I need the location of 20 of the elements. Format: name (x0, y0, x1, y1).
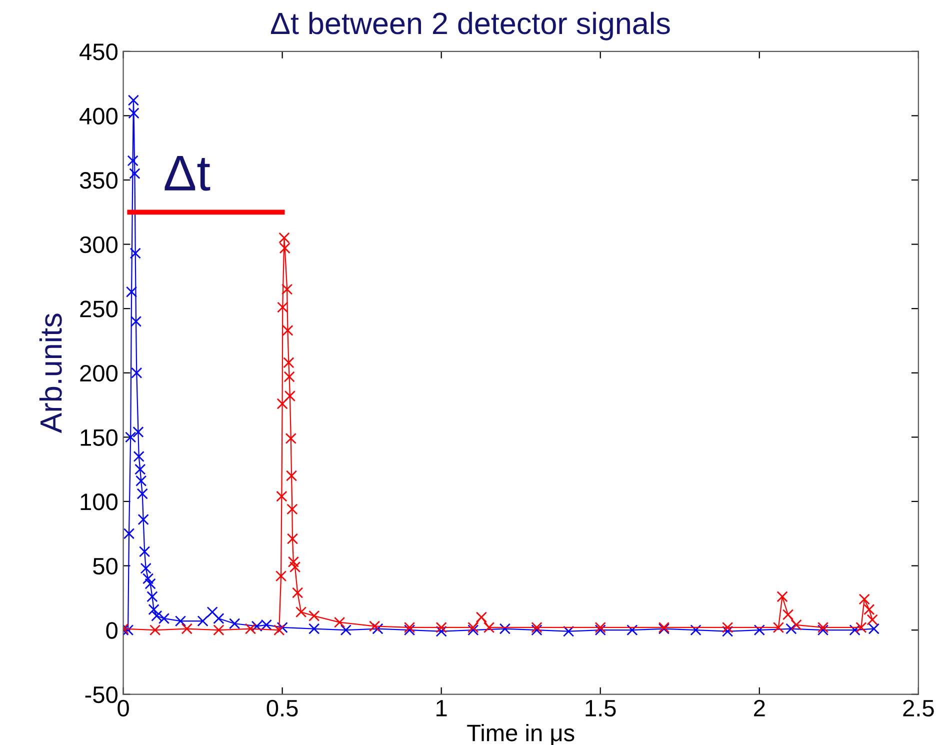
y-axis-title: Arb.units (39, 314, 62, 434)
x-tick-label: 2.5 (903, 700, 934, 717)
y-tick-label: -50 (85, 686, 118, 704)
chart-title: Δt between 2 detector signals (270, 12, 670, 40)
y-tick-label: 0 (106, 622, 118, 639)
y-tick-label: 400 (80, 108, 118, 124)
y-tick-label: 50 (93, 558, 118, 575)
y-tick-label: 150 (80, 429, 118, 446)
x-tick-label: 1 (436, 700, 447, 716)
y-tick-label: 450 (80, 43, 118, 60)
x-tick-label: 0.5 (266, 700, 298, 717)
y-tick-label: 350 (80, 172, 118, 189)
x-tick-label: 2 (754, 700, 765, 716)
y-tick-label: 300 (80, 236, 118, 254)
y-tick-label: 250 (80, 300, 118, 318)
annotation: Δt (164, 156, 210, 191)
x-tick-label: 1.5 (586, 700, 616, 717)
y-tick-label: 200 (80, 364, 118, 382)
y-tick-label: 100 (80, 494, 118, 510)
x-tick-label: 0 (118, 700, 129, 717)
